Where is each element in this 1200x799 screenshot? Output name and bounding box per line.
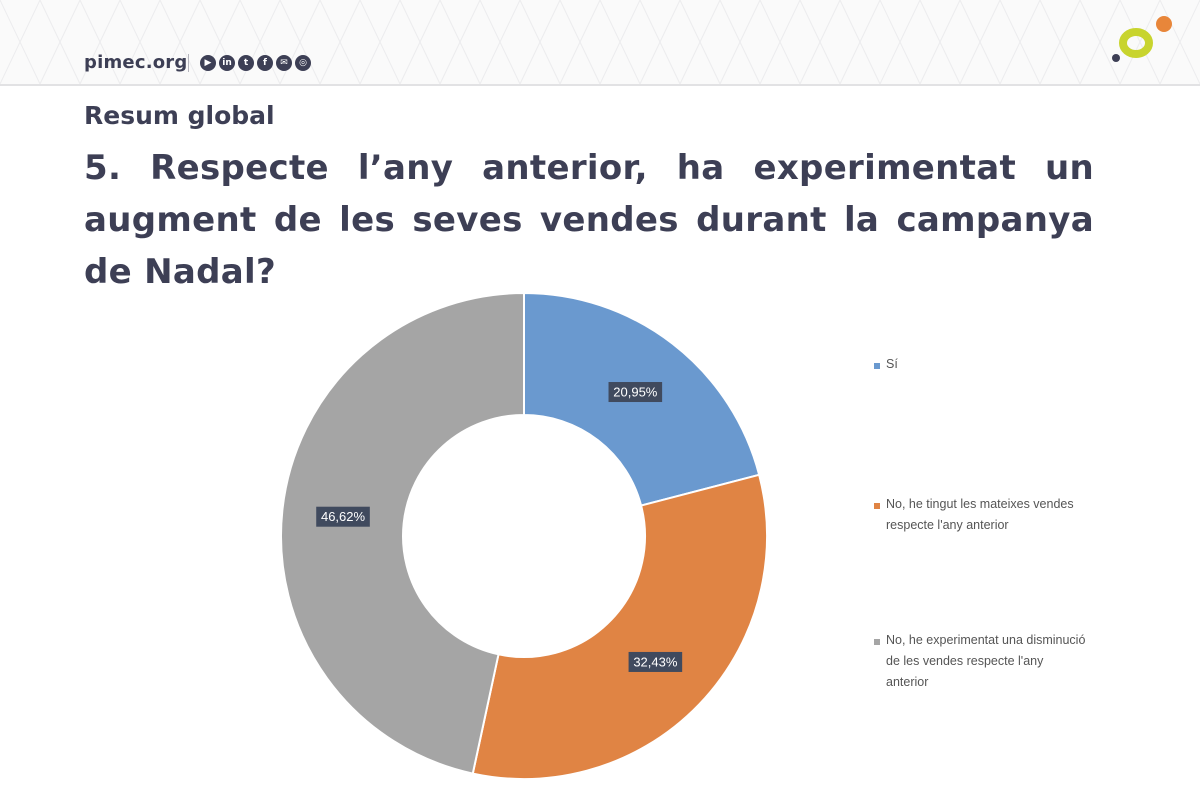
data-label-box-2 bbox=[628, 651, 683, 672]
header-pattern bbox=[0, 0, 1200, 84]
youtube-icon[interactable]: ▶ bbox=[200, 55, 216, 71]
legend-swatch-1 bbox=[874, 363, 880, 369]
legend-swatch-2 bbox=[874, 503, 880, 509]
legend-label-1: Sí bbox=[886, 357, 898, 371]
data-label-3: 46,62% bbox=[316, 506, 370, 527]
linkedin-icon[interactable]: in bbox=[219, 55, 235, 71]
logo-dark-dot bbox=[1112, 54, 1120, 62]
donut-slice-3 bbox=[280, 291, 525, 775]
data-label-text-1: 20,95% bbox=[613, 385, 658, 400]
email-icon[interactable]: ✉ bbox=[276, 55, 292, 71]
logo-orange-dot bbox=[1156, 16, 1172, 32]
legend-item-2: No, he tingut les mateixes vendes respec… bbox=[874, 497, 1086, 536]
legend-item-3: No, he experimentat una disminució de le… bbox=[874, 633, 1086, 693]
data-label-box-1 bbox=[608, 382, 663, 403]
legend-item-1: Sí bbox=[874, 357, 1086, 375]
twitter-icon[interactable]: t bbox=[238, 55, 254, 71]
social-icons: ▶ in t f ✉ ◎ bbox=[200, 55, 311, 71]
question-title: 5. Respecte l’any anterior, ha experimen… bbox=[84, 148, 1094, 292]
data-label-2: 32,43% bbox=[628, 651, 683, 672]
legend-swatch-3 bbox=[874, 639, 880, 645]
logo-green-ring bbox=[1119, 28, 1153, 58]
instagram-icon[interactable]: ◎ bbox=[295, 55, 311, 71]
donut-slice-2 bbox=[471, 473, 768, 780]
facebook-icon[interactable]: f bbox=[257, 55, 273, 71]
header-band bbox=[0, 0, 1200, 86]
data-label-box-3 bbox=[316, 506, 370, 527]
brand-link[interactable]: pimec.org bbox=[84, 52, 188, 73]
legend-label-3: No, he experimentat una disminució de le… bbox=[886, 633, 1086, 689]
pimec-logo-icon bbox=[1112, 16, 1172, 62]
data-label-1: 20,95% bbox=[608, 382, 663, 403]
data-label-text-2: 32,43% bbox=[633, 654, 678, 669]
section-title: Resum global bbox=[84, 101, 275, 130]
legend-label-2: No, he tingut les mateixes vendes respec… bbox=[886, 497, 1074, 532]
data-label-text-3: 46,62% bbox=[321, 509, 366, 524]
brand-separator bbox=[188, 54, 189, 72]
